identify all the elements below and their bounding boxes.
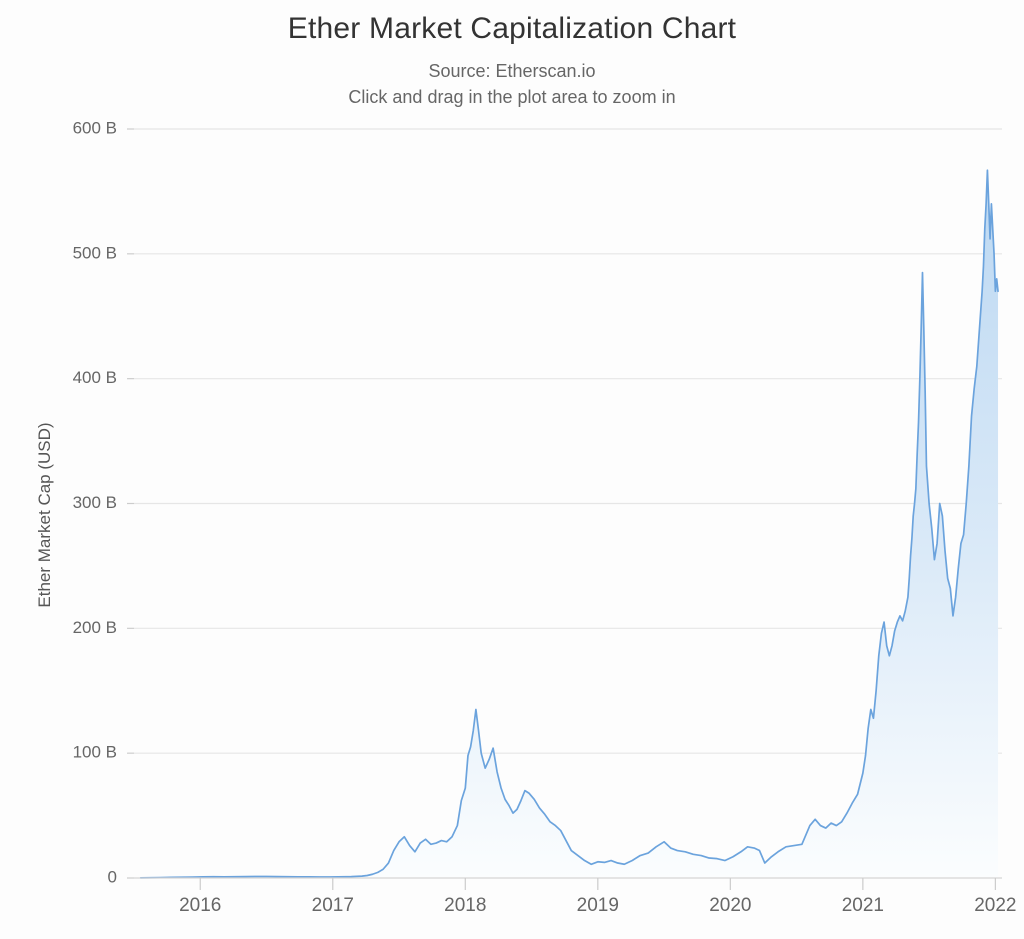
chart-source-label: Source: Etherscan.io — [428, 61, 596, 81]
x-tick-label: 2018 — [444, 895, 486, 916]
gridlines — [134, 128, 1002, 754]
y-tick-label: 0 — [108, 867, 117, 886]
series-area-fill — [140, 170, 999, 878]
y-tick-label: 300 B — [73, 493, 117, 512]
x-axis-ticks: 2016 2017 2018 2019 2020 2021 2022 — [179, 878, 1017, 916]
page-title: Ether Market Capitalization Chart — [287, 12, 737, 45]
y-tick-label: 400 B — [73, 368, 117, 387]
y-tick-label: 500 B — [73, 243, 117, 262]
x-tick-label: 2022 — [974, 895, 1016, 916]
y-tick-label: 100 B — [73, 743, 117, 762]
x-tick-label: 2017 — [312, 895, 354, 916]
series-line — [139, 169, 999, 879]
x-tick-label: 2020 — [709, 895, 751, 916]
chart-subtitle-block: Source: Etherscan.io Click and drag in t… — [0, 58, 1024, 110]
y-tick-label: 600 B — [73, 118, 117, 137]
chart-zoom-hint: Click and drag in the plot area to zoom … — [348, 87, 676, 107]
x-tick-label: 2016 — [179, 895, 221, 916]
y-tick-label: 200 B — [73, 618, 117, 637]
x-tick-label: 2021 — [842, 895, 884, 916]
x-tick-label: 2019 — [577, 895, 619, 916]
y-axis-ticks: 0 100 B 200 B 300 B 400 B 500 B 600 B — [73, 118, 134, 886]
